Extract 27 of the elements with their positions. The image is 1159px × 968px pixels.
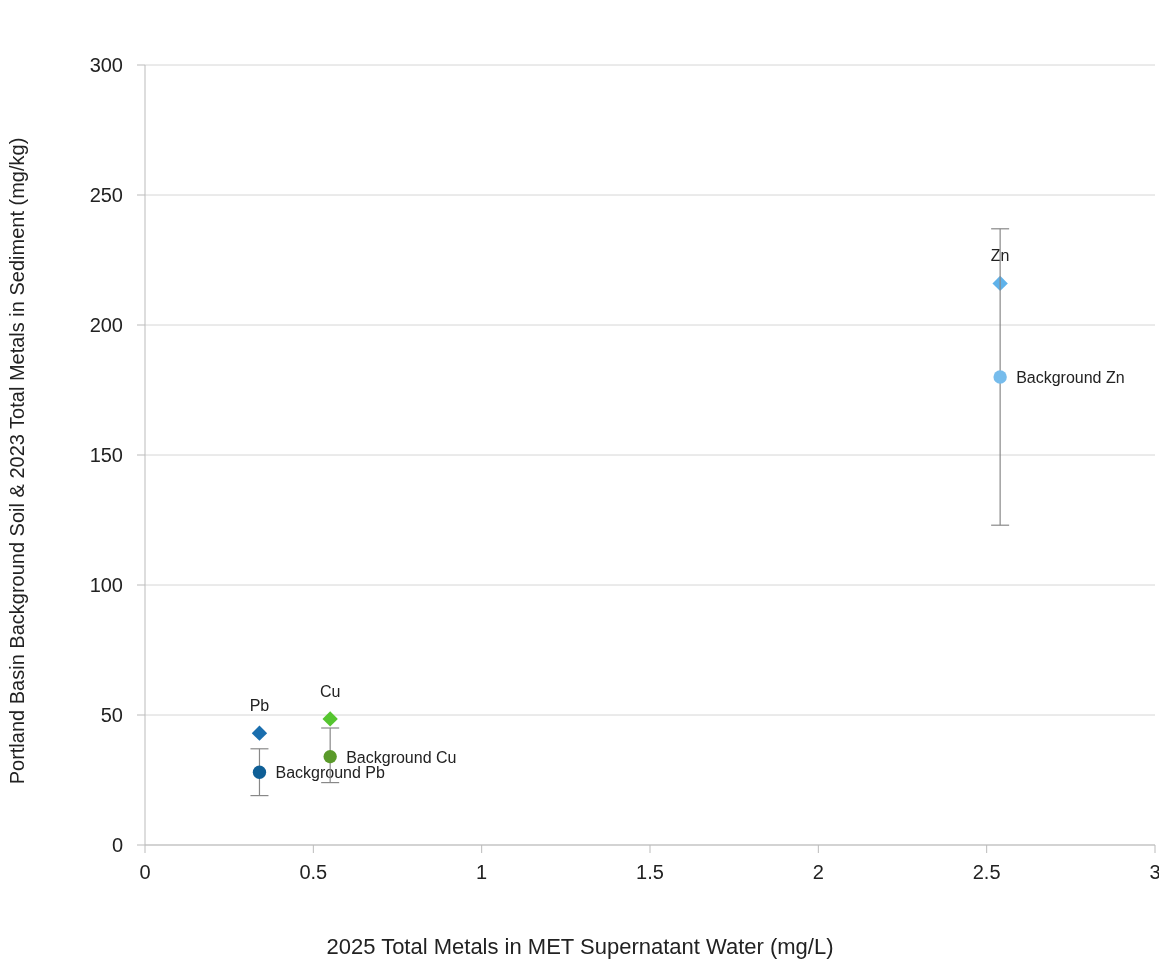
- point: [323, 749, 337, 764]
- y-axis-title: Portland Basin Background Soil & 2023 Total Metals in Sediment (mg/kg): [6, 137, 28, 785]
- x-tick-label: 2: [812, 861, 824, 883]
- series-label: Cu: [319, 682, 341, 700]
- series-label: Zn: [990, 247, 1010, 265]
- x-tick-label: 2.5: [972, 861, 1001, 883]
- series-label: Background Cu: [346, 748, 457, 766]
- point: [251, 725, 268, 741]
- y-tick-label: 100: [89, 574, 123, 596]
- point: [993, 370, 1007, 384]
- series-label: Pb: [249, 697, 270, 715]
- series-label: Background Pb: [275, 764, 385, 782]
- series-label: Background Zn: [1016, 369, 1125, 386]
- y-tick-label: 250: [89, 184, 123, 206]
- x-tick-label: 1: [476, 861, 488, 883]
- point: [252, 765, 267, 779]
- x-tick-label: 0.5: [299, 861, 328, 883]
- point: [322, 711, 338, 727]
- y-tick-label: 150: [89, 444, 123, 466]
- y-tick-label: 300: [89, 54, 123, 76]
- y-tick-label: 200: [89, 314, 123, 336]
- y-tick-label: 50: [100, 704, 123, 726]
- x-tick-label: 1.5: [636, 861, 664, 883]
- x-tick-label: 0: [139, 861, 151, 883]
- x-axis-title: 2025 Total Metals in MET Supernatant Water (mg/L): [326, 934, 834, 959]
- x-tick-label: 3: [1149, 861, 1159, 883]
- y-tick-label: 0: [111, 834, 123, 856]
